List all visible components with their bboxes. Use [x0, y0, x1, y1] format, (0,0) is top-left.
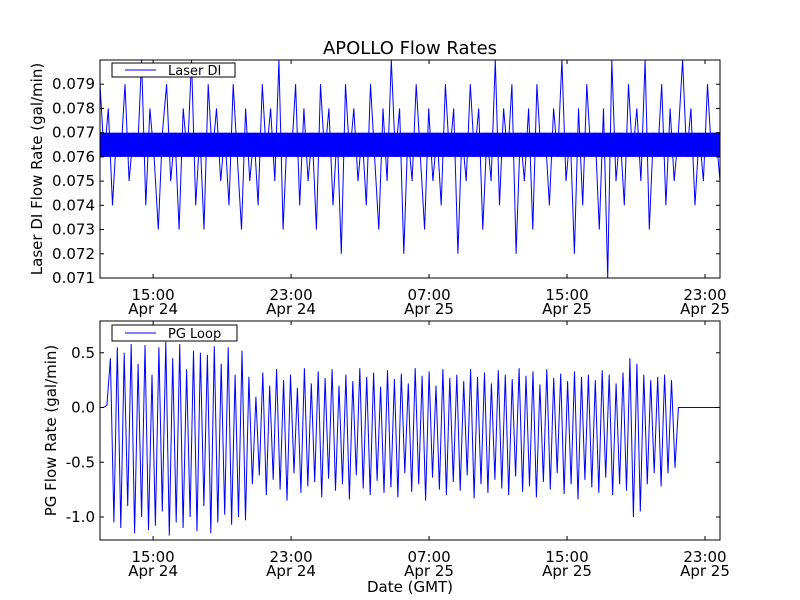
y-tick-label: -1.0: [66, 508, 95, 526]
y-tick-label: 0.077: [52, 124, 95, 142]
x-tick-label-date: Apr 25: [542, 300, 592, 318]
axes-frame: [99, 320, 721, 541]
x-tick-label-time: 23:00: [683, 286, 726, 304]
x-tick-label-time: 23:00: [269, 286, 312, 304]
y-tick-label: 0.076: [52, 148, 95, 166]
x-tick-label-time: 07:00: [407, 548, 450, 566]
chart-title: APOLLO Flow Rates: [323, 38, 497, 59]
legend: PG Loop: [111, 324, 238, 342]
x-tick-label-date: Apr 24: [266, 300, 316, 318]
y-tick-label: -0.5: [66, 453, 95, 471]
legend: Laser DI: [111, 62, 236, 79]
y-tick-label: 0.078: [52, 99, 95, 117]
x-tick-label-date: Apr 25: [680, 300, 730, 318]
legend-label: Laser DI: [168, 64, 221, 79]
x-tick-label-date: Apr 25: [680, 562, 730, 580]
x-tick-label-time: 15:00: [132, 286, 175, 304]
y-axis-label: Laser DI Flow Rate (gal/min): [28, 63, 46, 275]
y-tick-label: 0.079: [52, 75, 95, 93]
y-tick-label: 0.073: [52, 221, 95, 239]
y-tick-label: 0.072: [52, 245, 95, 263]
x-tick-label-date: Apr 24: [128, 562, 178, 580]
x-tick-label-time: 23:00: [269, 548, 312, 566]
y-tick-label: 0.075: [52, 172, 95, 190]
x-tick-label-time: 15:00: [132, 548, 175, 566]
y-axis-label: PG Flow Rate (gal/min): [42, 345, 60, 517]
x-tick-label-date: Apr 25: [404, 300, 454, 318]
x-tick-label-date: Apr 24: [266, 562, 316, 580]
y-tick-label: 0.5: [71, 344, 95, 362]
legend-label: PG Loop: [168, 327, 221, 342]
x-tick-label-time: 23:00: [683, 548, 726, 566]
x-tick-label-date: Apr 24: [128, 300, 178, 318]
x-tick-label-date: Apr 25: [404, 562, 454, 580]
x-tick-label-time: 07:00: [407, 286, 450, 304]
x-tick-label-time: 15:00: [545, 286, 588, 304]
y-tick-label: 0.071: [52, 269, 95, 287]
x-axis-label: Date (GMT): [367, 578, 453, 596]
plot-area: [100, 60, 720, 278]
legend-box: [111, 62, 236, 78]
legend-box: [111, 324, 238, 342]
series-line-pg-loop: [100, 341, 720, 536]
y-tick-label: 0.074: [52, 196, 95, 214]
x-tick-label-date: Apr 25: [542, 562, 592, 580]
laser-di-axes: 0.071 0.072 0.073 0.074 0.075 0.076 0.077 0.078…: [28, 59, 730, 318]
axes-frame: [99, 59, 721, 279]
y-tick-label: 0.0: [71, 399, 95, 417]
series-line-laser-di: [100, 60, 720, 278]
x-tick-label-time: 15:00: [545, 548, 588, 566]
plot-area: [100, 341, 720, 536]
